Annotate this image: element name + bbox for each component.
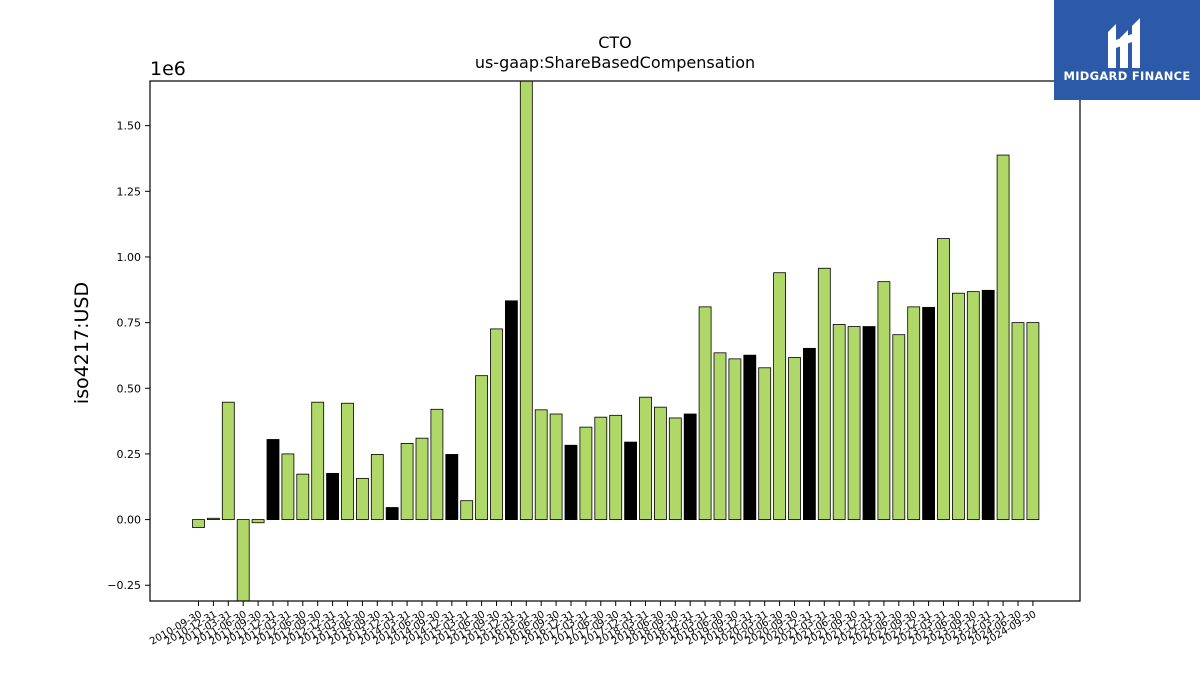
bar-2014-09-30 — [430, 408, 444, 520]
y-axis-label: iso4217:USD — [71, 282, 93, 404]
bar-2012-09-30 — [311, 401, 325, 520]
y-tick-label: 0.75 — [117, 317, 142, 330]
bar-2017-12-31 — [624, 441, 637, 520]
bar-2023-03-31 — [937, 238, 950, 520]
bar-2022-12-31 — [922, 306, 935, 520]
bar-2019-03-31 — [698, 306, 712, 520]
bar-2015-12-31 — [504, 300, 518, 520]
bar-2015-06-30 — [475, 375, 489, 520]
bar-2020-12-31 — [803, 347, 816, 520]
y-tick-label: 0.00 — [117, 514, 142, 527]
bar-2022-06-30 — [892, 334, 906, 520]
bar-2021-03-31 — [817, 267, 831, 520]
bar-2021-09-30 — [847, 326, 861, 520]
bar-2016-03-31 — [519, 81, 533, 520]
bar-2016-12-31 — [564, 444, 578, 520]
bar-2017-03-31 — [579, 426, 593, 520]
bar-2012-12-31 — [326, 472, 340, 520]
bar-2013-06-30 — [355, 477, 369, 520]
bar-2023-12-31 — [981, 289, 995, 520]
chart-title: CTO — [598, 33, 632, 52]
y-tick-label: −0.25 — [107, 579, 141, 592]
bar-2018-12-31 — [683, 413, 697, 520]
bar-2024-06-30 — [1011, 322, 1025, 520]
bar-2014-12-31 — [445, 454, 459, 520]
bar-2014-03-31 — [400, 443, 414, 520]
y-tick-label: 0.50 — [117, 382, 142, 395]
bar-2018-06-30 — [654, 406, 667, 520]
x-axis: 2010-09-302010-12-312011-03-312011-06-30… — [148, 601, 1038, 648]
bar-2023-09-30 — [966, 291, 980, 520]
y-multiplier-label: 1e6 — [150, 58, 186, 80]
plot-frame — [149, 80, 1081, 602]
bar-2024-03-31 — [996, 154, 1010, 520]
bar-2017-06-30 — [594, 416, 608, 520]
bar-2019-12-31 — [743, 354, 757, 520]
bar-2021-12-31 — [862, 326, 876, 520]
bar-2013-03-31 — [341, 402, 354, 520]
y-tick-label: 0.25 — [117, 448, 142, 461]
bar-2018-09-30 — [668, 417, 682, 520]
bar-2024-09-30 — [1026, 322, 1040, 520]
bar-2019-09-30 — [728, 358, 742, 520]
bar-2016-09-30 — [549, 413, 563, 520]
bar-2022-03-31 — [877, 281, 891, 520]
chart-subtitle: us-gaap:ShareBasedCompensation — [475, 53, 755, 72]
bar-2011-09-30 — [251, 519, 265, 524]
bar-2011-06-30 — [236, 519, 250, 601]
bar-2016-06-30 — [534, 409, 548, 520]
bar-2010-12-31 — [206, 517, 220, 520]
bar-2011-03-31 — [221, 401, 235, 520]
bar-2015-09-30 — [490, 328, 503, 520]
logo-text: MIDGARD FINANCE — [1063, 69, 1191, 83]
y-axis: −0.25 0.00 0.25 0.50 0.75 1.00 1.25 1.50 — [107, 120, 150, 592]
bar-2012-06-30 — [296, 473, 310, 520]
bar-2023-06-30 — [952, 292, 965, 520]
bar-2019-06-30 — [713, 352, 727, 520]
bar-2017-09-30 — [609, 414, 623, 520]
bar-2015-03-31 — [460, 500, 474, 520]
bars-layer — [192, 81, 1040, 601]
bar-2020-09-30 — [788, 357, 801, 520]
bar-2013-09-30 — [370, 454, 384, 520]
y-tick-label: 1.00 — [117, 251, 142, 264]
bar-2018-03-31 — [639, 396, 652, 520]
bar-2014-06-30 — [415, 437, 429, 520]
bar-2021-06-30 — [832, 324, 846, 520]
bar-2011-12-31 — [266, 439, 280, 520]
bar-2020-03-31 — [758, 367, 772, 520]
y-tick-label: 1.25 — [117, 185, 142, 198]
bar-2020-06-30 — [773, 272, 786, 520]
bar-2010-09-30 — [192, 519, 205, 528]
midgard-logo-icon — [1108, 18, 1140, 68]
bar-2013-12-31 — [385, 507, 399, 520]
bar-2012-03-31 — [281, 453, 295, 520]
bar-2022-09-30 — [907, 306, 921, 520]
midgard-finance-logo: MIDGARD FINANCE — [1054, 0, 1200, 100]
y-tick-label: 1.50 — [117, 120, 142, 133]
